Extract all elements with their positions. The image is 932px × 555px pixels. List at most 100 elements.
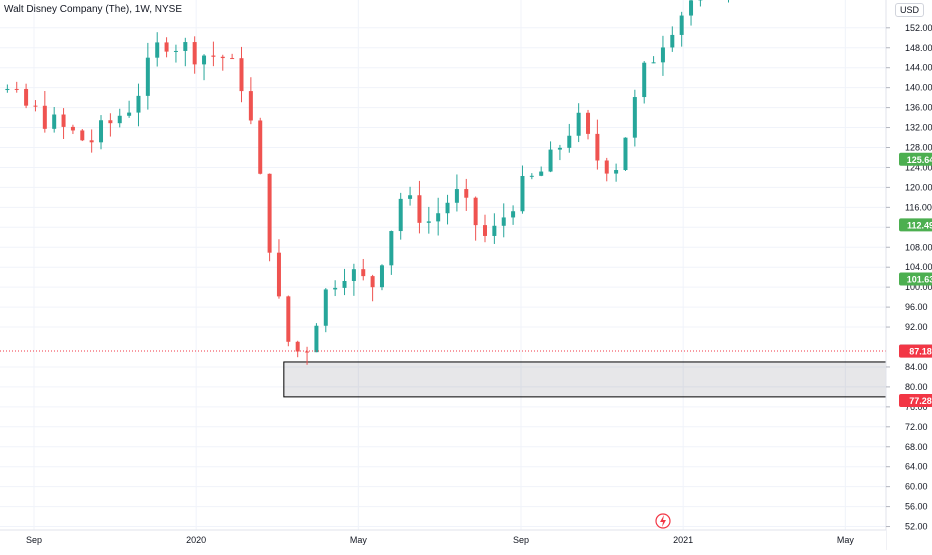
candle[interactable] — [474, 198, 478, 225]
price-tick-label: 96.00 — [905, 302, 928, 312]
price-tick-label: 72.00 — [905, 422, 928, 432]
candle[interactable] — [380, 265, 384, 287]
price-tick-label: 120.00 — [905, 182, 932, 192]
price-tick-label: 128.00 — [905, 143, 932, 153]
candle[interactable] — [108, 120, 112, 123]
candle[interactable] — [595, 134, 599, 161]
candle[interactable] — [670, 35, 674, 48]
candle[interactable] — [689, 0, 693, 15]
candle[interactable] — [305, 352, 309, 353]
candle[interactable] — [99, 120, 103, 142]
candle[interactable] — [314, 326, 318, 352]
candle[interactable] — [127, 113, 131, 116]
price-tick-label: 68.00 — [905, 442, 928, 452]
candle[interactable] — [520, 176, 524, 211]
candle[interactable] — [539, 172, 543, 176]
candle[interactable] — [230, 58, 234, 59]
candle[interactable] — [502, 217, 506, 225]
candle[interactable] — [202, 56, 206, 65]
candle[interactable] — [343, 281, 347, 288]
candle[interactable] — [567, 136, 571, 148]
support-zone-box[interactable] — [284, 362, 932, 397]
candle[interactable] — [155, 42, 159, 57]
candle[interactable] — [43, 106, 47, 129]
candle[interactable] — [661, 47, 665, 62]
candle[interactable] — [136, 96, 140, 113]
candle[interactable] — [352, 269, 356, 281]
candle[interactable] — [249, 91, 253, 120]
candle[interactable] — [15, 89, 19, 90]
price-tick-label: 140.00 — [905, 83, 932, 93]
candle[interactable] — [577, 113, 581, 136]
candle[interactable] — [586, 113, 590, 134]
price-tag-label: 112.49 — [907, 220, 932, 230]
candle[interactable] — [268, 174, 272, 253]
candle[interactable] — [62, 115, 66, 127]
candle[interactable] — [174, 51, 178, 52]
candle[interactable] — [333, 288, 337, 290]
time-axis[interactable] — [0, 530, 886, 550]
price-tag-label: 77.28 — [909, 396, 932, 406]
candle[interactable] — [642, 63, 646, 97]
candle[interactable] — [211, 56, 215, 57]
candle[interactable] — [80, 130, 84, 140]
candle[interactable] — [511, 211, 515, 217]
candle[interactable] — [183, 42, 187, 51]
currency-label[interactable]: USD — [895, 3, 924, 17]
candle[interactable] — [361, 269, 365, 276]
chart-title: Walt Disney Company (The), 1W, NYSE — [4, 4, 182, 15]
time-tick-label: 2020 — [186, 535, 206, 545]
candle[interactable] — [623, 138, 627, 170]
candle[interactable] — [146, 58, 150, 96]
time-tick-label: Sep — [513, 535, 529, 545]
candle[interactable] — [652, 62, 656, 63]
price-tick-label: 64.00 — [905, 462, 928, 472]
candle[interactable] — [408, 195, 412, 199]
candle[interactable] — [549, 150, 553, 172]
candle[interactable] — [605, 161, 609, 174]
candle[interactable] — [324, 289, 328, 325]
candle[interactable] — [71, 127, 75, 131]
candle[interactable] — [296, 342, 300, 352]
price-tick-label: 152.00 — [905, 23, 932, 33]
candle[interactable] — [399, 199, 403, 231]
candle[interactable] — [239, 58, 243, 91]
candle[interactable] — [389, 231, 393, 265]
price-tick-label: 60.00 — [905, 482, 928, 492]
candle[interactable] — [286, 296, 290, 341]
candle[interactable] — [417, 195, 421, 223]
candle[interactable] — [165, 42, 169, 51]
price-tick-label: 136.00 — [905, 103, 932, 113]
candle[interactable] — [33, 106, 37, 107]
candle[interactable] — [530, 176, 534, 177]
candle[interactable] — [446, 203, 450, 213]
plot-background[interactable] — [0, 0, 886, 530]
candle[interactable] — [483, 225, 487, 236]
candle[interactable] — [633, 97, 637, 138]
candle[interactable] — [558, 148, 562, 150]
candle[interactable] — [614, 170, 618, 174]
candle[interactable] — [371, 276, 375, 287]
candle[interactable] — [90, 140, 94, 142]
candle[interactable] — [492, 226, 496, 236]
price-tick-label: 116.00 — [905, 202, 932, 212]
candle[interactable] — [193, 42, 197, 64]
candle[interactable] — [258, 120, 262, 173]
candle[interactable] — [52, 115, 56, 129]
price-tick-label: 104.00 — [905, 262, 932, 272]
candle[interactable] — [24, 89, 28, 106]
candle[interactable] — [118, 116, 122, 123]
price-tick-label: 144.00 — [905, 63, 932, 73]
candle[interactable] — [455, 189, 459, 203]
candle[interactable] — [680, 16, 684, 35]
candle[interactable] — [5, 89, 9, 90]
price-tag-label: 101.63 — [907, 275, 932, 285]
price-tick-label: 92.00 — [905, 322, 928, 332]
candle[interactable] — [436, 213, 440, 221]
candle[interactable] — [277, 253, 281, 297]
candle[interactable] — [427, 221, 431, 222]
candle[interactable] — [221, 57, 225, 58]
candle[interactable] — [464, 189, 468, 198]
